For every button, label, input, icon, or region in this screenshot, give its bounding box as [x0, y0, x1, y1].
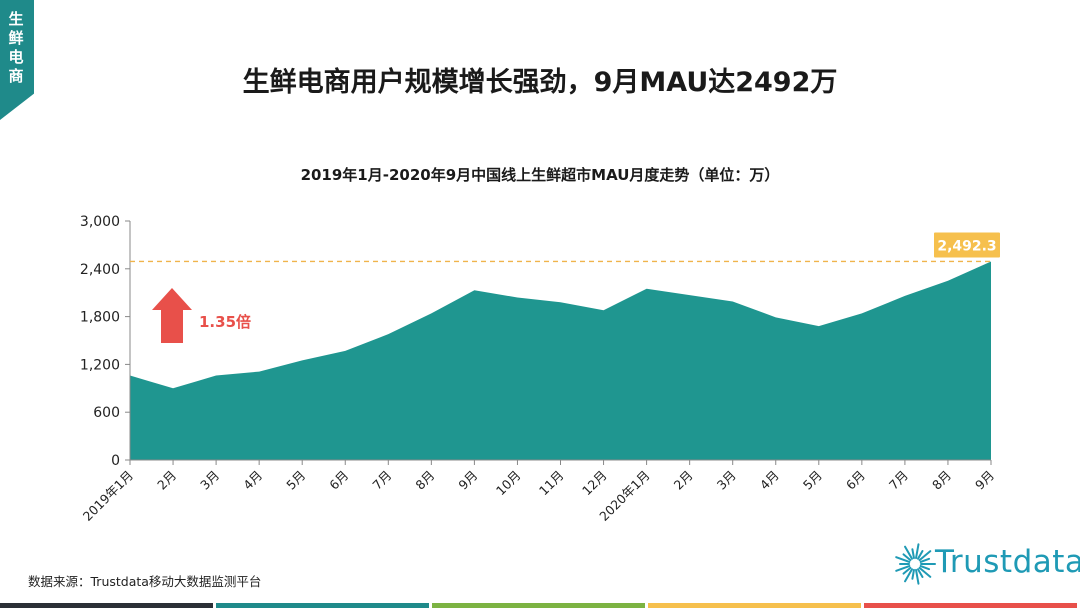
data-source: 数据来源：Trustdata移动大数据监测平台: [28, 574, 262, 589]
y-tick-label: 3,000: [80, 214, 120, 230]
mau-area-series: [130, 261, 991, 460]
mau-area-chart: 0 600 1,200 1,800 2,400 3,000 2019年1月 2月 3月 4月 5月 6…: [80, 214, 1000, 524]
logo-ray: [918, 566, 932, 578]
value-callout-label: 2,492.3: [937, 238, 996, 254]
logo-text: Trustdata: [935, 544, 1080, 580]
logo-ray: [915, 543, 920, 560]
bottom-bar-segment: [432, 603, 645, 608]
logo-ray: [919, 565, 931, 571]
logo-ray: [915, 568, 920, 585]
bottom-bar-segment: [0, 603, 213, 608]
x-tick-label: 8月: [929, 468, 954, 493]
logo-ray: [904, 568, 913, 583]
chart-title: 2019年1月-2020年9月中国线上生鲜超市MAU月度走势（单位：万）: [300, 166, 780, 184]
bottom-bar-segment: [216, 603, 429, 608]
x-tick-label: 3月: [714, 468, 739, 493]
y-tick-label: 1,800: [80, 310, 120, 326]
trustdata-logo: Trustdata: [893, 536, 1080, 592]
x-tick-label: 4月: [240, 468, 265, 493]
logo-ray: [895, 565, 911, 572]
x-tick-label: 9月: [455, 468, 480, 493]
logo-ray: [904, 545, 913, 560]
x-tick-label: 5月: [283, 468, 308, 493]
y-tick-label: 2,400: [80, 262, 120, 278]
logo-ray: [917, 568, 924, 578]
logo-ray: [911, 568, 915, 580]
x-tick-label: 7月: [886, 468, 911, 493]
y-tick-label: 0: [111, 453, 120, 469]
x-tick-label: 9月: [972, 468, 997, 493]
side-tab: 生鲜电商: [0, 0, 34, 120]
bottom-bar-segment: [864, 603, 1077, 608]
x-tick-label: 11月: [536, 468, 567, 499]
x-tick-label: 7月: [369, 468, 394, 493]
x-tick-label: 12月: [579, 468, 610, 499]
logo-ray: [911, 548, 915, 560]
x-tick-label: 6月: [326, 468, 351, 493]
logo-ray: [918, 550, 932, 562]
x-tick-label: 4月: [757, 468, 782, 493]
value-callout-box: [934, 232, 1000, 258]
bottom-bar-segment: [648, 603, 861, 608]
logo-ray: [902, 553, 912, 562]
y-tick-label: 1,200: [80, 357, 120, 373]
x-tick-label: 2月: [671, 468, 696, 493]
x-tick-label: 2月: [154, 468, 179, 493]
logo-ray: [919, 557, 931, 563]
logo-ray: [895, 556, 911, 563]
growth-label: 1.35倍: [199, 313, 251, 331]
x-tick-label: 3月: [197, 468, 222, 493]
x-tick-label: 2019年1月: [80, 468, 136, 524]
logo-ray: [917, 550, 924, 560]
sunburst-icon: [895, 543, 936, 585]
x-tick-label: 10月: [493, 468, 524, 499]
x-tick-label: 6月: [843, 468, 868, 493]
growth-arrow-icon: [152, 288, 192, 343]
x-tick-label: 8月: [412, 468, 437, 493]
page-title: 生鲜电商用户规模增长强劲，9月MAU达2492万: [242, 67, 838, 98]
x-tick-label: 5月: [800, 468, 825, 493]
logo-ray: [902, 566, 912, 575]
side-tab-label: 生鲜电商: [8, 10, 24, 85]
y-tick-label: 600: [93, 405, 120, 421]
bottom-color-bar: [0, 603, 1080, 608]
